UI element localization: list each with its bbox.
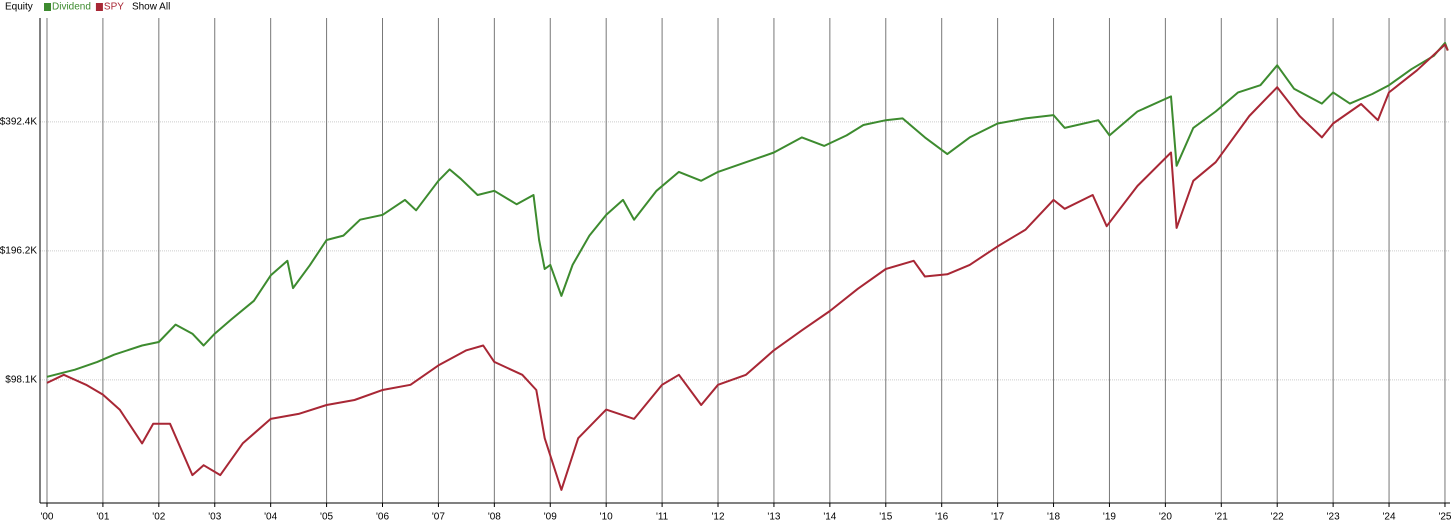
chart-title: Equity — [5, 2, 33, 13]
x-tick-label: '14 — [823, 512, 836, 523]
x-tick-label: '11 — [656, 512, 669, 523]
x-tick-label: '22 — [1271, 512, 1284, 523]
y-tick-label: $196.2K — [0, 246, 37, 257]
x-tick-label: '10 — [600, 512, 613, 523]
series-line — [46, 43, 1449, 491]
legend-swatch[interactable] — [95, 3, 103, 11]
x-tick-label: '02 — [152, 512, 165, 523]
legend-swatch[interactable] — [44, 3, 51, 11]
x-tick-label: '12 — [711, 512, 724, 523]
x-tick-label: '17 — [991, 512, 1004, 523]
x-tick-label: '19 — [1103, 512, 1116, 523]
y-tick-label: $98.1K — [5, 374, 37, 385]
x-tick-label: '16 — [935, 512, 948, 523]
x-tick-label: '07 — [432, 512, 445, 523]
x-tick-label: '03 — [208, 512, 221, 523]
x-tick-label: '23 — [1327, 512, 1340, 523]
x-tick-label: '20 — [1159, 512, 1172, 523]
x-tick-label: '04 — [264, 512, 277, 523]
x-tick-label: '00 — [40, 512, 53, 523]
y-tick-label: $392.4K — [0, 117, 37, 128]
x-tick-label: '06 — [376, 512, 389, 523]
x-tick-label: '15 — [879, 512, 892, 523]
x-tick-label: '01 — [96, 512, 109, 523]
x-tick-label: '08 — [488, 512, 501, 523]
legend: Dividend SPY — [44, 2, 124, 13]
show-all-button[interactable]: Show All — [132, 2, 170, 13]
x-tick-label: '05 — [320, 512, 333, 523]
x-tick-label: '25 — [1438, 512, 1451, 523]
legend-label[interactable]: Dividend — [52, 2, 91, 13]
series-line — [46, 41, 1449, 378]
legend-label[interactable]: SPY — [104, 2, 124, 13]
x-tick-label: '13 — [767, 512, 780, 523]
x-tick-label: '18 — [1047, 512, 1060, 523]
x-tick-label: '24 — [1383, 512, 1396, 523]
x-tick-label: '21 — [1215, 512, 1228, 523]
x-tick-label: '09 — [544, 512, 557, 523]
